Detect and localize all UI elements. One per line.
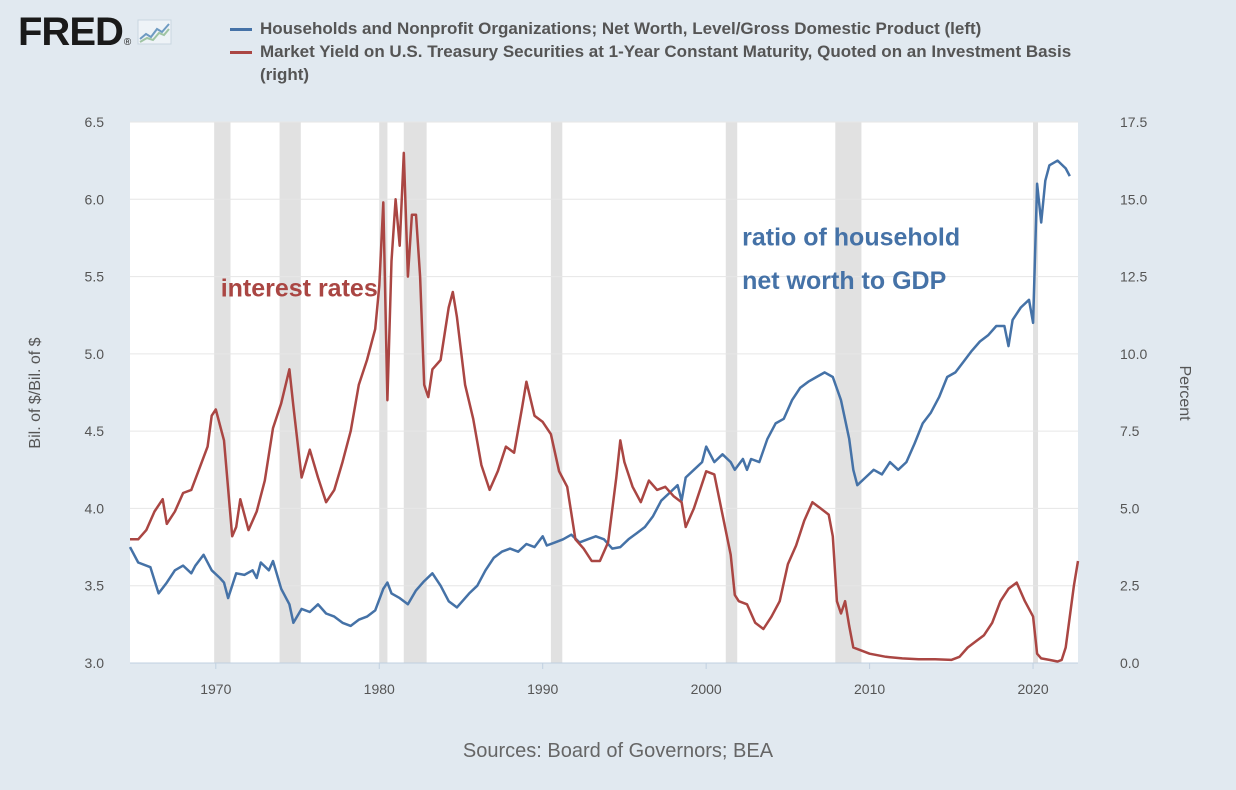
y-tick-label-right: 17.5 (1120, 114, 1147, 130)
annotation-label: interest rates (221, 275, 378, 303)
y-tick-label-left: 5.5 (85, 269, 105, 285)
series-line-treasury-yield (130, 151, 1080, 663)
y-tick-label-left: 5.0 (85, 346, 105, 362)
legend-label-treasury-yield: Market Yield on U.S. Treasury Securities… (260, 42, 1072, 84)
legend-swatch-red (230, 51, 252, 54)
recession-band (279, 122, 301, 663)
y-tick-label-right: 0.0 (1120, 655, 1140, 671)
recession-band (379, 122, 388, 663)
series-line-net-worth (128, 159, 1071, 628)
recession-band (835, 122, 862, 663)
x-tick-label: 2000 (691, 681, 722, 697)
legend-item-net-worth[interactable]: Households and Nonprofit Organizations; … (230, 17, 1210, 40)
y-tick-label-left: 3.0 (85, 655, 105, 671)
legend-item-treasury-yield[interactable]: Market Yield on U.S. Treasury Securities… (230, 40, 1210, 86)
recession-band (725, 122, 738, 663)
y-tick-label-right: 5.0 (1120, 500, 1140, 516)
fred-logo[interactable]: FRED ® (18, 12, 173, 52)
plot-background (130, 122, 1078, 663)
y-tick-label-left: 6.0 (85, 191, 105, 207)
chart-line-icon (137, 19, 172, 45)
annotation-label: net worth to GDP (742, 267, 946, 295)
annotations: interest rates ratio of household net wort… (221, 224, 960, 303)
annotation-label: ratio of household (742, 224, 960, 252)
y-tick-label-left: 4.5 (85, 423, 105, 439)
x-tick-label: 2020 (1017, 681, 1048, 697)
legend-label-net-worth: Households and Nonprofit Organizations; … (260, 19, 982, 38)
y-tick-label-right: 7.5 (1120, 423, 1140, 439)
x-tick-label: 1980 (364, 681, 395, 697)
x-tick-label: 1970 (200, 681, 231, 697)
y-axis-label-left: Bil. of $/Bil. of $ (27, 337, 44, 448)
legend-swatch-blue (230, 28, 252, 31)
y-tick-label-right: 12.5 (1120, 269, 1147, 285)
sources-note: Sources: Board of Governors; BEA (462, 740, 774, 762)
y-tick-label-right: 10.0 (1120, 346, 1147, 362)
recession-band (1033, 122, 1039, 663)
axes: 3.0 0.0 3.5 2.5 4.0 5.0 4.5 7.5 5.0 10.0 5.5 12.5 6.… (85, 114, 1148, 697)
y-tick-label-left: 4.0 (85, 500, 105, 516)
y-axis-label-right: Percent (1176, 365, 1193, 421)
series (128, 151, 1080, 663)
recession-bands (214, 122, 1039, 663)
y-tick-label-left: 3.5 (85, 578, 105, 594)
logo-text: FRED (18, 10, 124, 54)
y-tick-label-right: 2.5 (1120, 578, 1140, 594)
y-tick-label-right: 15.0 (1120, 191, 1147, 207)
registered-mark: ® (123, 37, 132, 48)
recession-band (214, 122, 231, 663)
x-tick-label: 1990 (527, 681, 558, 697)
x-tick-label: 2010 (854, 681, 885, 697)
recession-band (550, 122, 563, 663)
y-tick-label-left: 6.5 (85, 114, 105, 130)
chart-legend: Households and Nonprofit Organizations; … (230, 17, 1210, 86)
